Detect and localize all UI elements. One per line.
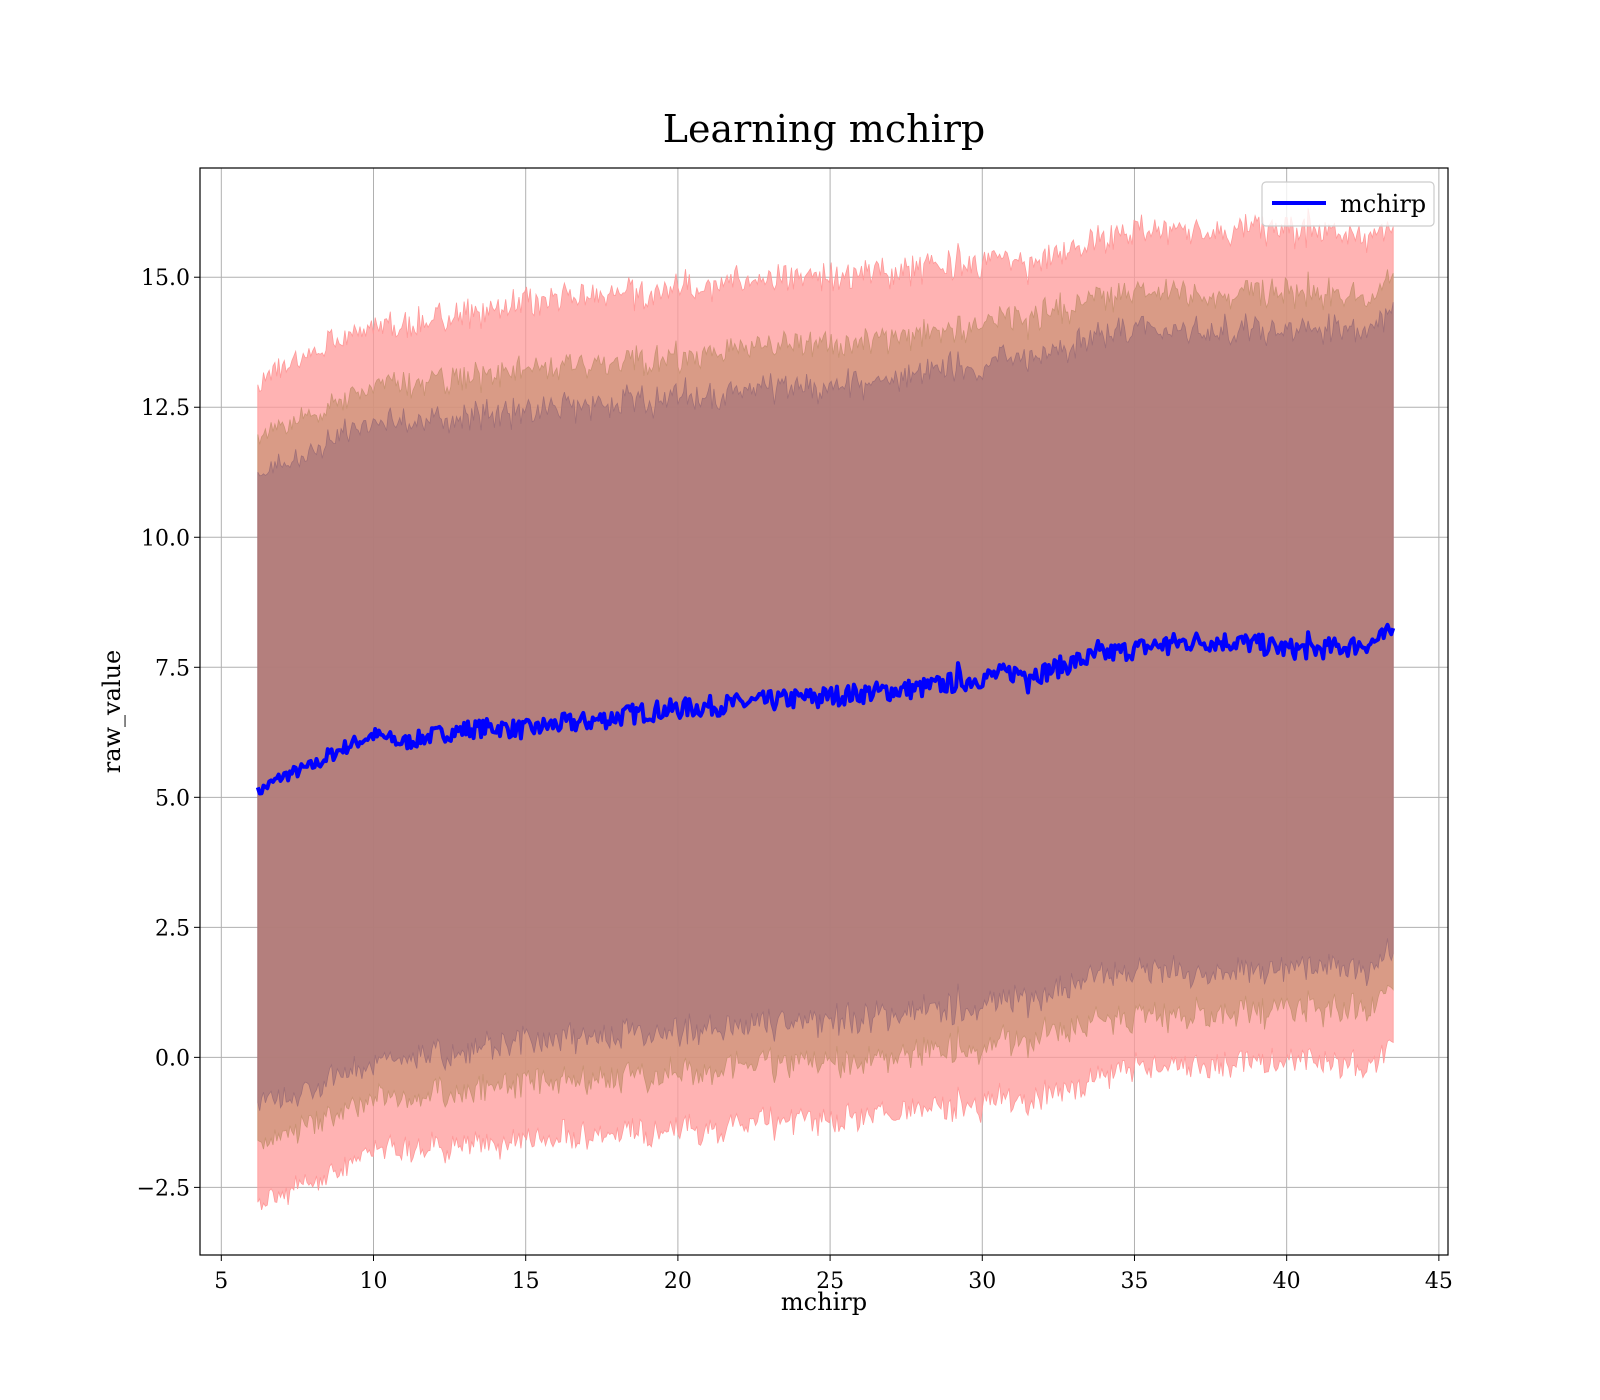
x-tick-label: 30 (968, 1269, 996, 1294)
x-axis-ticks: 5 10 15 20 25 30 35 40 45 (214, 1255, 1453, 1294)
x-tick-label: 5 (214, 1269, 228, 1294)
plot-frame (199, 167, 1449, 1256)
chart-title: Learning mchirp (663, 107, 985, 151)
y-tick-label: 10.0 (141, 526, 190, 551)
x-tick-label: 20 (664, 1269, 692, 1294)
x-tick-label: 15 (512, 1269, 540, 1294)
x-tick-label: 40 (1273, 1269, 1301, 1294)
y-tick-label: 0.0 (155, 1046, 190, 1071)
legend-entry-mchirp: mchirp (1340, 190, 1426, 218)
series-line-mchirp (255, 622, 1396, 796)
x-tick-label: 35 (1120, 1269, 1148, 1294)
y-tick-label: 7.5 (155, 656, 190, 681)
x-tick-label: 10 (360, 1269, 388, 1294)
y-tick-label: 5.0 (155, 786, 190, 811)
confidence-bands (257, 208, 1394, 1211)
y-tick-label: −2.5 (137, 1176, 190, 1201)
legend: mchirp (1261, 181, 1435, 227)
y-tick-label: 15.0 (141, 266, 190, 291)
series-lines (255, 622, 1396, 796)
x-tick-label: 25 (816, 1269, 844, 1294)
legend-box (1261, 181, 1435, 227)
x-tick-label: 45 (1425, 1269, 1453, 1294)
y-tick-label: 12.5 (141, 396, 190, 421)
y-tick-label: 2.5 (155, 916, 190, 941)
x-axis-label: mchirp (781, 1288, 867, 1316)
y-axis-label: raw_value (98, 650, 126, 774)
y-axis-ticks: −2.5 0.0 2.5 5.0 7.5 10.0 12.5 15.0 (137, 266, 200, 1201)
band-inner (257, 302, 1394, 1111)
